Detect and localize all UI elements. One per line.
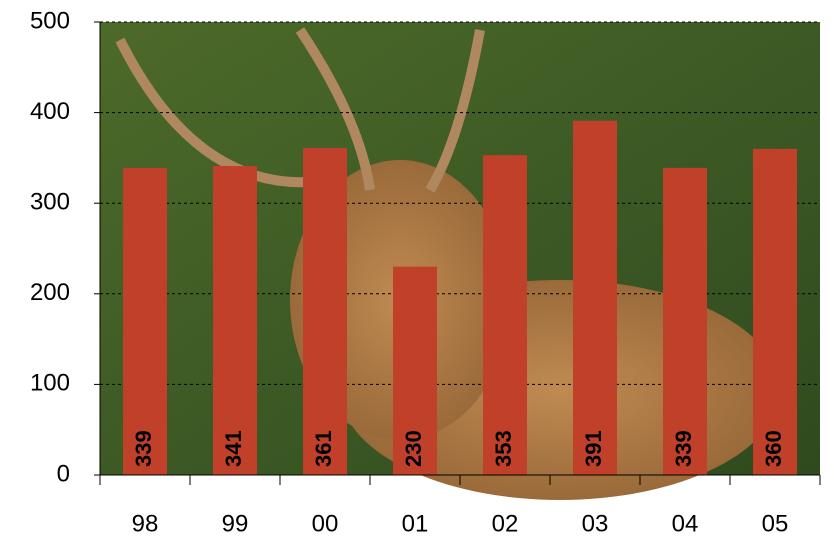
x-tick-label: 02 bbox=[492, 510, 519, 537]
value-label: 391 bbox=[581, 430, 606, 467]
x-tick-label: 98 bbox=[132, 510, 159, 537]
x-tick-label: 00 bbox=[312, 510, 339, 537]
value-label: 353 bbox=[491, 430, 516, 467]
bar bbox=[123, 168, 167, 475]
bar bbox=[663, 168, 707, 475]
bar bbox=[483, 155, 527, 475]
y-tick-label: 300 bbox=[30, 189, 70, 216]
bar bbox=[303, 148, 347, 475]
value-label: 361 bbox=[311, 430, 336, 467]
value-label: 341 bbox=[221, 430, 246, 467]
bar bbox=[573, 121, 617, 475]
value-label: 360 bbox=[761, 430, 786, 467]
page: 0 100 200 300 400 500 339 98 341 99 361 00 230 01 353 0… bbox=[0, 0, 834, 542]
bar bbox=[753, 149, 797, 475]
chart: 0 100 200 300 400 500 339 98 341 99 361 00 230 01 353 0… bbox=[0, 0, 834, 542]
x-tick-label: 04 bbox=[672, 510, 699, 537]
background-photo bbox=[100, 22, 820, 500]
x-tick-label: 05 bbox=[762, 510, 789, 537]
value-label: 339 bbox=[671, 430, 696, 467]
value-label: 230 bbox=[401, 430, 426, 467]
x-tick-label: 99 bbox=[222, 510, 249, 537]
y-tick-label: 400 bbox=[30, 98, 70, 125]
y-tick-label: 0 bbox=[57, 460, 70, 487]
x-tick-label: 01 bbox=[402, 510, 429, 537]
value-label: 339 bbox=[131, 430, 156, 467]
x-tick-label: 03 bbox=[582, 510, 609, 537]
y-tick-label: 100 bbox=[30, 370, 70, 397]
bar bbox=[213, 166, 257, 475]
y-tick-label: 500 bbox=[30, 7, 70, 34]
y-tick-label: 200 bbox=[30, 279, 70, 306]
